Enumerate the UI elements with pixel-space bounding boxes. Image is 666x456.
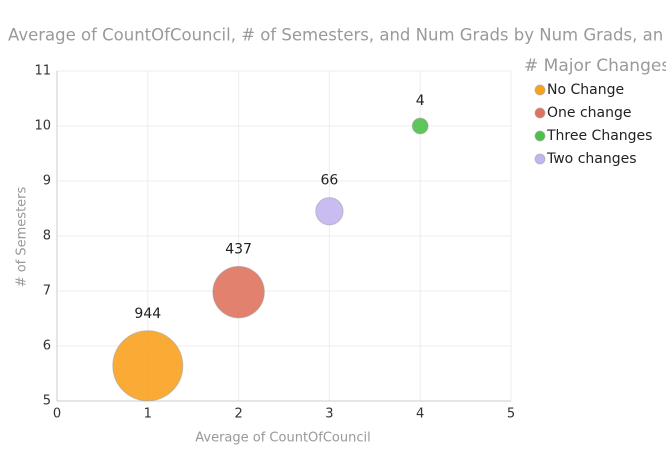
- data-label: 4: [416, 93, 425, 109]
- chart-title: Average of CountOfCouncil, # of Semester…: [8, 26, 663, 45]
- data-label: 944: [134, 306, 161, 322]
- legend-marker: [534, 84, 546, 96]
- y-tick-label: 9: [43, 174, 51, 189]
- x-tick-label: 5: [507, 407, 515, 422]
- legend-marker: [534, 153, 546, 165]
- y-tick-label: 5: [43, 394, 51, 409]
- legend-marker: [534, 107, 546, 119]
- bubble: [411, 117, 429, 135]
- y-tick-label: 7: [43, 284, 51, 299]
- bubble: [112, 330, 184, 402]
- data-label: 437: [225, 241, 252, 257]
- x-tick-label: 0: [53, 407, 61, 422]
- y-tick-label: 6: [43, 339, 51, 354]
- bubble: [315, 197, 344, 226]
- y-tick-label: 11: [34, 64, 51, 79]
- bubble: [212, 265, 265, 319]
- x-tick-label: 3: [325, 407, 333, 422]
- x-tick-label: 4: [416, 407, 424, 422]
- legend-label: Three Changes: [546, 128, 652, 144]
- y-tick-label: 8: [43, 229, 51, 244]
- y-tick-label: 10: [34, 119, 51, 134]
- legend-label: No Change: [547, 82, 624, 98]
- legend-marker: [534, 130, 546, 142]
- data-label: 66: [320, 173, 338, 189]
- y-axis-title: # of Semesters: [15, 186, 30, 287]
- x-axis-title: Average of CountOfCouncil: [195, 431, 370, 446]
- legend-label: Two changes: [546, 151, 637, 167]
- x-tick-label: 1: [144, 407, 152, 422]
- legend-label: One change: [547, 105, 631, 121]
- x-tick-label: 2: [234, 407, 242, 422]
- legend-title: # Major Changes: [524, 56, 666, 76]
